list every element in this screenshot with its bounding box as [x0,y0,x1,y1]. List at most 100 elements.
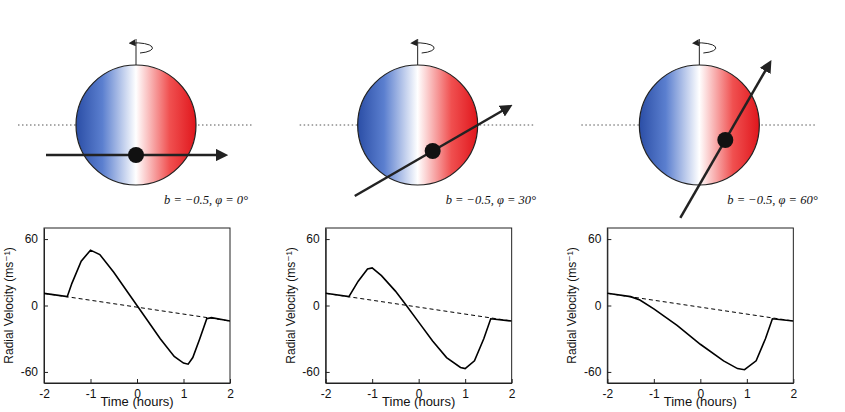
tick-mark [184,379,185,383]
panel: b = −0.5, φ = 60° -2 -1 0 1 2 -60 0 60 Time (hour… [565,39,817,409]
tick-mark [137,379,138,383]
tick-label: 2 [790,387,797,401]
y-axis-title: Radial Velocity (ms⁻¹) [2,247,16,363]
tick: 1 [462,379,469,401]
star-diagram [18,39,254,185]
tick: -1 [86,379,97,401]
x-axis-title: Time (hours) [664,394,737,409]
annotation: b = −0.5, φ = 60° [727,193,817,207]
axis-line [45,383,231,384]
tick-mark [419,379,420,383]
tick-label: -2 [321,387,332,401]
tick-mark [654,379,655,383]
tick-label: -60 [302,365,320,379]
rotation-arrow [132,43,153,53]
tick: 0 [313,299,330,313]
tick: 0 [595,299,612,313]
tick-label: 1 [462,387,469,401]
tick-mark [607,372,611,373]
star [76,65,196,185]
tick-label: 60 [306,232,320,246]
tick: 2 [790,379,797,401]
tick-mark [230,379,231,383]
rotation-arrow [695,43,716,53]
planet [717,132,733,148]
plot-frame [44,228,230,383]
tick-mark [747,379,748,383]
y-axis: -60 0 60 [302,229,329,384]
y-axis-title: Radial Velocity (ms⁻¹) [284,247,298,363]
tick-mark [793,379,794,383]
figure: b = −0.5, φ = 0° -2 -1 0 1 2 -60 0 60 Time (hours… [0,0,845,412]
tick-mark [44,306,48,307]
dashed-line [607,293,793,321]
dashed-line [326,293,512,321]
y-axis: -60 0 60 [21,229,48,384]
tick-mark [44,239,48,240]
plot-frame [326,228,512,383]
tick-label: -60 [21,365,39,379]
tick-label: 2 [509,387,516,401]
y-axis-title: Radial Velocity (ms⁻¹) [565,247,579,363]
tick-mark [44,372,48,373]
plot-area [607,293,793,369]
tick-label: 0 [595,299,602,313]
plot-frame [607,228,793,383]
tick-label: 1 [181,387,188,401]
tick: 60 [588,232,611,246]
y-axis: -60 0 60 [584,229,611,384]
tick: -60 [584,365,611,379]
tick: -60 [21,365,48,379]
tick-label: -1 [367,387,378,401]
plot-area [44,250,230,364]
rv-curve [44,250,230,364]
x-axis-title: Time (hours) [100,394,173,409]
star-diagram [300,39,536,196]
planet [425,143,441,159]
tick-label: 60 [588,232,602,246]
axis-line [608,383,794,384]
x-axis-title: Time (hours) [382,394,455,409]
star [358,65,478,185]
tick: 60 [306,232,329,246]
tick-label: 0 [31,299,38,313]
tick-mark [326,372,330,373]
rv-curve [326,268,512,369]
planet-path [355,108,507,196]
panel: b = −0.5, φ = 30° -2 -1 0 1 2 -60 0 60 Time (hour… [284,39,536,409]
annotation: b = −0.5, φ = 0° [164,193,248,207]
tick-mark [700,379,701,383]
panel: b = −0.5, φ = 0° -2 -1 0 1 2 -60 0 60 Time (hours… [2,39,254,409]
tick-label: -2 [39,387,50,401]
tick-label: -60 [584,365,602,379]
tick-label: -2 [602,387,613,401]
tick: 1 [181,379,188,401]
rotation-arrow [414,43,435,53]
tick-mark [607,239,611,240]
tick: 2 [509,379,516,401]
tick-mark [607,306,611,307]
tick-mark [91,379,92,383]
tick: -1 [649,379,660,401]
tick: 2 [227,379,234,401]
tick-mark [326,306,330,307]
tick-label: 1 [744,387,751,401]
annotation: b = −0.5, φ = 30° [446,193,536,207]
star-diagram [581,39,817,218]
tick: 0 [31,299,48,313]
tick-label: 0 [313,299,320,313]
tick-mark [326,239,330,240]
tick: -1 [367,379,378,401]
tick-mark [372,379,373,383]
tick-label: 60 [25,232,39,246]
tick-label: -1 [649,387,660,401]
tick-label: 2 [227,387,234,401]
tick: 1 [744,379,751,401]
planet [128,147,144,163]
tick: 60 [25,232,48,246]
axis-line [326,383,512,384]
tick-label: -1 [86,387,97,401]
star [639,65,759,185]
plot-area [326,268,512,369]
tick-mark [465,379,466,383]
